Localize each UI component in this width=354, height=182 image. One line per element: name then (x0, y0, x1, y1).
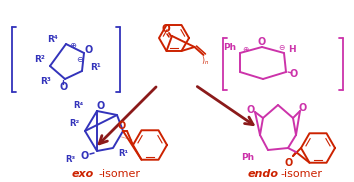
Text: R³: R³ (65, 155, 75, 163)
Text: Ph: Ph (223, 43, 236, 52)
Text: R³: R³ (40, 76, 51, 86)
Text: ⊖: ⊖ (76, 56, 84, 64)
Text: ⊕: ⊕ (242, 45, 248, 54)
Text: R²: R² (70, 118, 80, 128)
Text: R²: R² (34, 54, 45, 64)
Text: -isomer: -isomer (98, 169, 140, 179)
Text: O: O (85, 45, 93, 55)
Text: -isomer: -isomer (280, 169, 322, 179)
Text: endo: endo (247, 169, 279, 179)
Text: O: O (299, 103, 307, 113)
Text: exo: exo (72, 169, 94, 179)
Text: O: O (285, 158, 293, 168)
Text: Ph: Ph (241, 153, 254, 163)
Text: O: O (81, 151, 89, 161)
Text: O: O (97, 101, 105, 111)
Text: R¹: R¹ (90, 64, 101, 72)
Text: R⁴: R⁴ (74, 102, 84, 110)
Text: O: O (60, 82, 68, 92)
Text: H: H (288, 46, 296, 54)
Text: R⁴: R⁴ (47, 35, 58, 43)
Text: R¹: R¹ (118, 149, 128, 157)
Text: ~~~: ~~~ (119, 135, 133, 143)
Text: ⊕: ⊕ (69, 41, 76, 50)
Text: O: O (162, 24, 170, 34)
Text: $)_n$: $)_n$ (201, 55, 210, 67)
Text: O: O (290, 69, 298, 79)
Text: O: O (247, 105, 255, 115)
Text: O: O (118, 121, 126, 131)
Text: ⊖: ⊖ (278, 43, 284, 52)
Text: O: O (258, 37, 266, 47)
